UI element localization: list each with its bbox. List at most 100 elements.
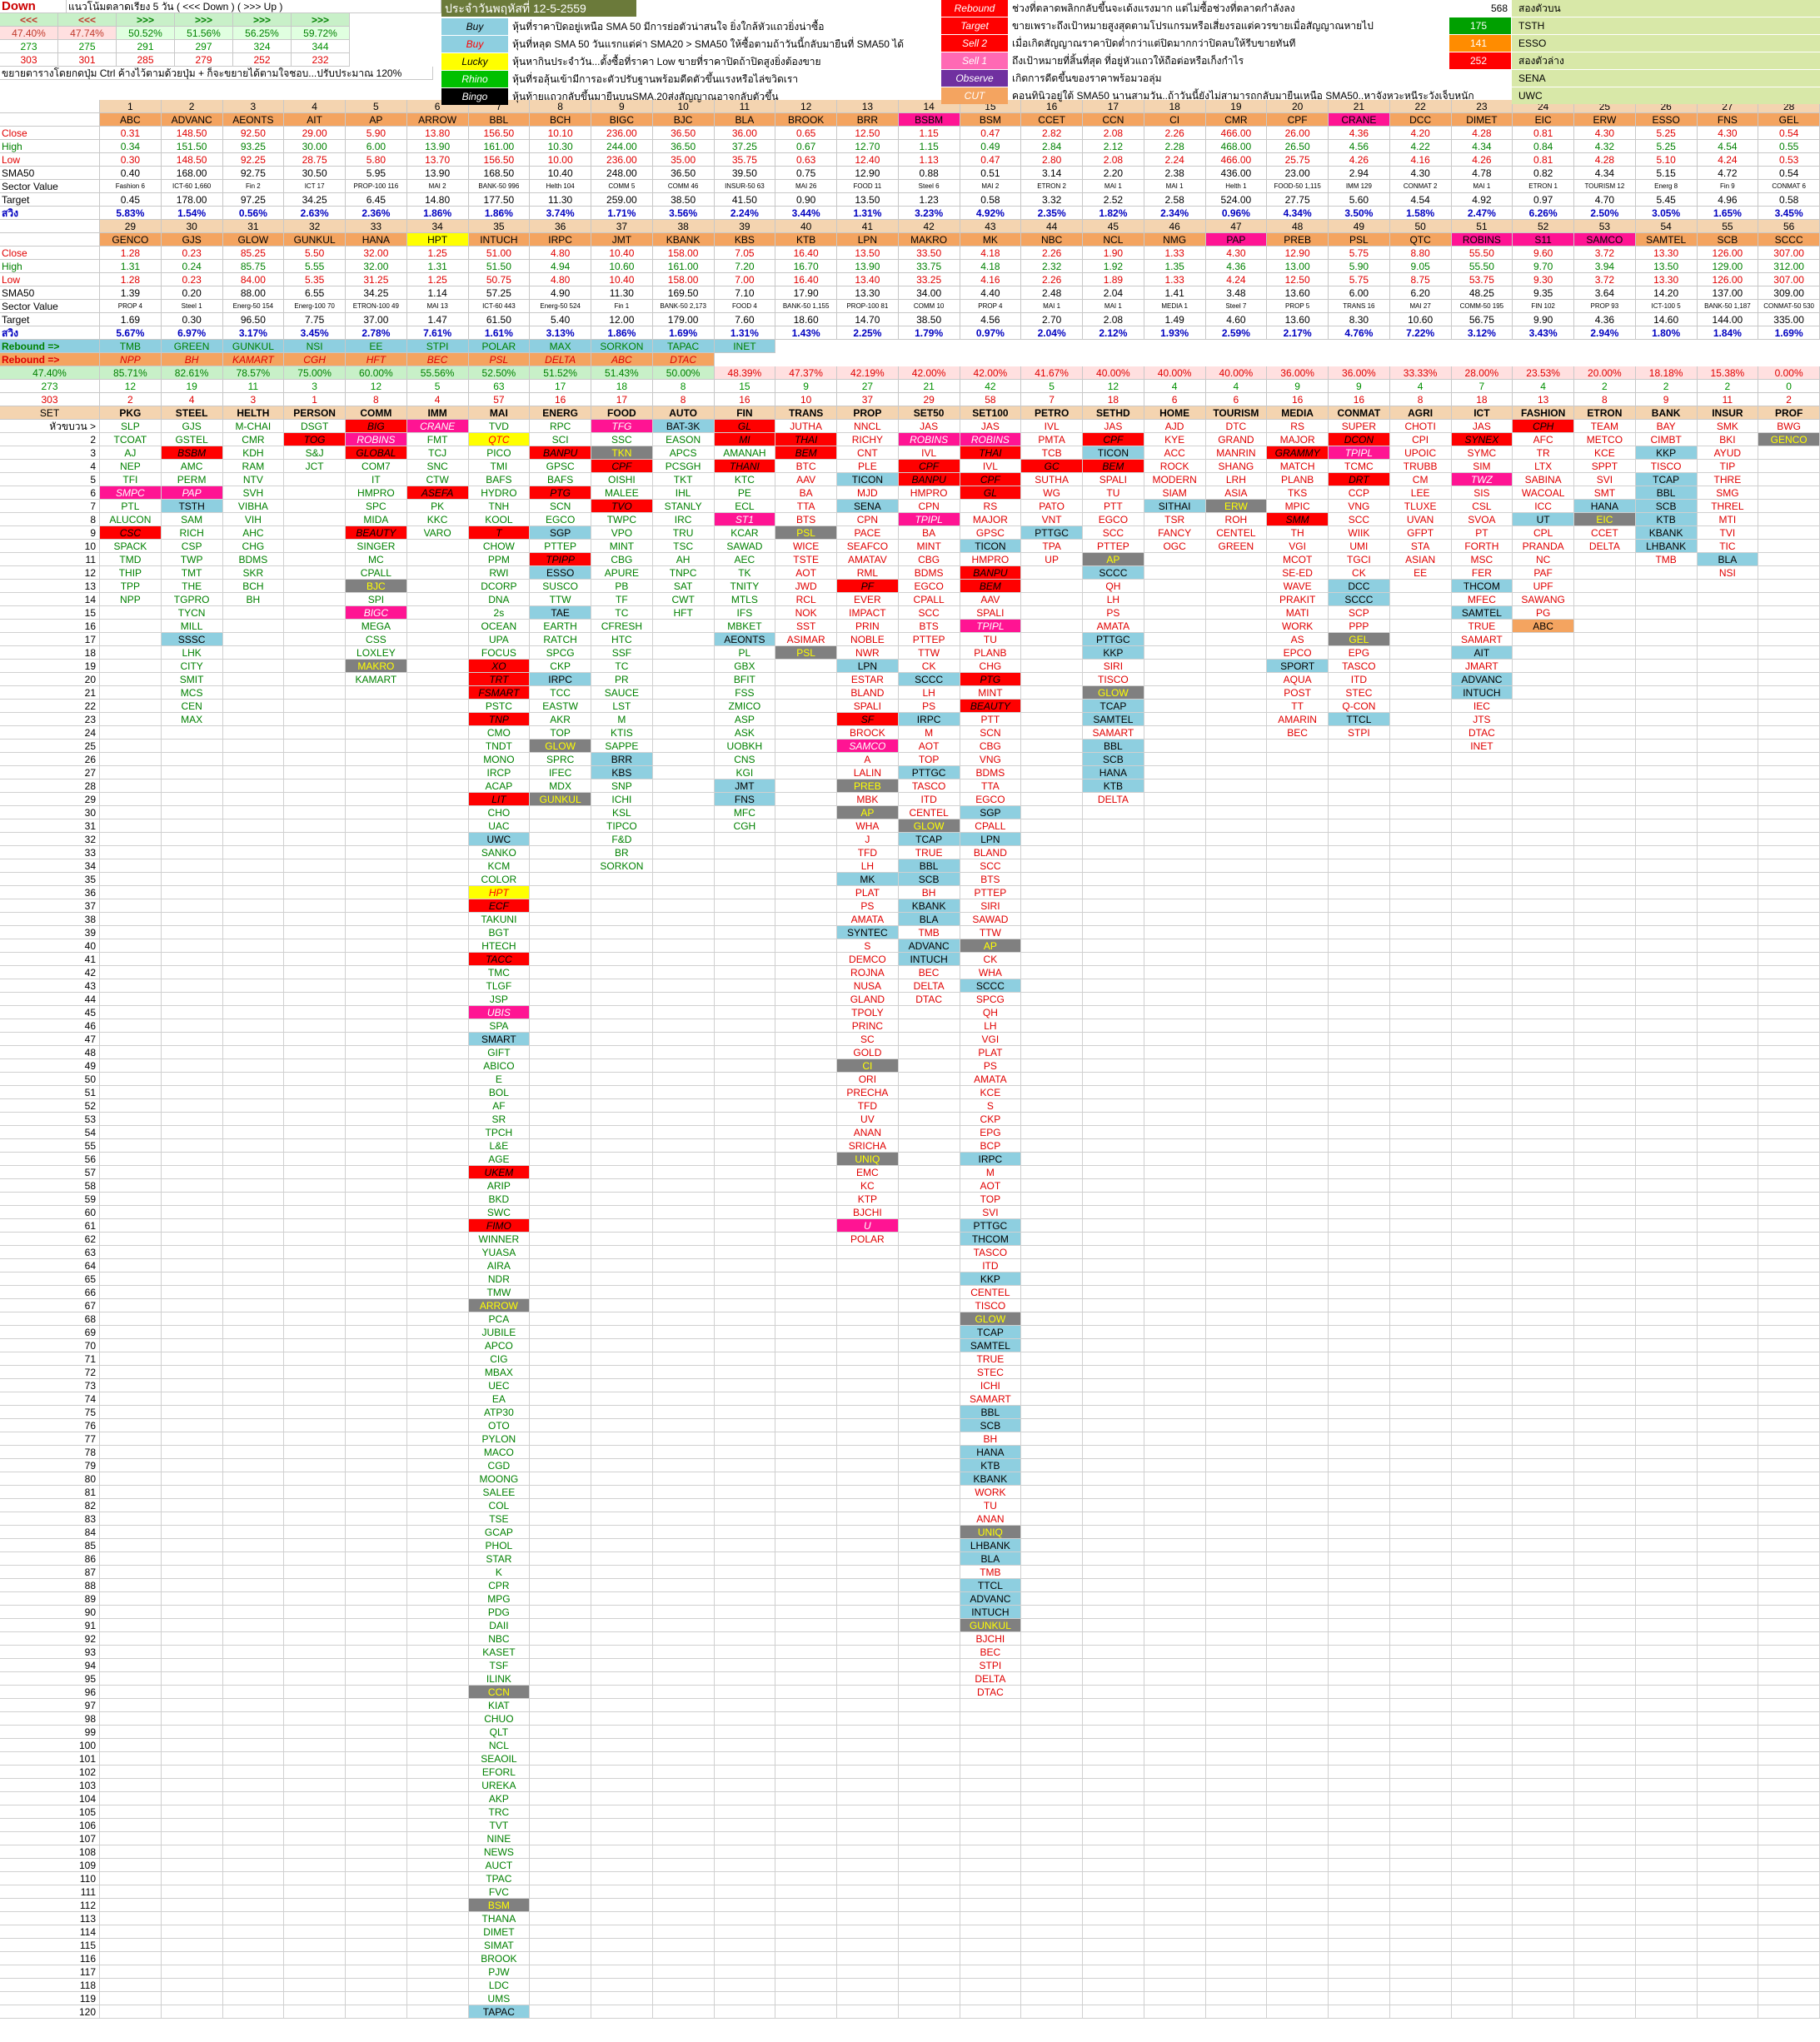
grid-stock-cell[interactable]	[1021, 966, 1083, 979]
grid-stock-cell[interactable]: TPIPL	[1329, 446, 1390, 460]
grid-stock-cell[interactable]	[837, 1273, 899, 1286]
grid-stock-cell[interactable]	[1635, 1606, 1698, 1619]
grid-stock-cell[interactable]	[284, 646, 346, 660]
grid-stock-cell[interactable]: PRECHA	[837, 1086, 899, 1099]
grid-stock-cell[interactable]	[1205, 1659, 1268, 1672]
grid-stock-cell[interactable]: PT	[1451, 526, 1513, 540]
grid-stock-cell[interactable]	[100, 700, 162, 713]
grid-stock-cell[interactable]: TVD	[468, 420, 531, 433]
grid-stock-cell[interactable]: HTC	[591, 633, 653, 646]
grid-stock-cell[interactable]	[775, 1073, 837, 1086]
grid-stock-cell[interactable]: STEC	[1329, 686, 1390, 700]
grid-stock-cell[interactable]	[1758, 1366, 1820, 1379]
grid-stock-cell[interactable]	[1205, 1779, 1268, 1792]
trend-up-count[interactable]: 297	[175, 40, 233, 53]
grid-stock-cell[interactable]	[898, 1046, 960, 1059]
grid-stock-cell[interactable]	[1329, 846, 1390, 859]
grid-stock-cell[interactable]: PSTC	[468, 700, 531, 713]
grid-stock-cell[interactable]	[775, 1805, 837, 1819]
grid-stock-cell[interactable]	[161, 1113, 223, 1126]
grid-stock-cell[interactable]	[1574, 1432, 1636, 1446]
grid-stock-cell[interactable]	[652, 899, 715, 913]
grid-stock-cell[interactable]	[346, 966, 407, 979]
grid-stock-cell[interactable]: HANA	[1574, 500, 1636, 513]
sector-name[interactable]: SETHD	[1083, 406, 1144, 420]
grid-stock-cell[interactable]	[1329, 2005, 1390, 2019]
grid-stock-cell[interactable]	[1758, 1193, 1820, 1206]
sector-up[interactable]: 9	[1267, 380, 1329, 393]
grid-stock-cell[interactable]: WACOAL	[1513, 486, 1574, 500]
grid-stock-cell[interactable]	[1267, 1752, 1329, 1766]
grid-stock-cell[interactable]	[1389, 1566, 1452, 1579]
grid-stock-cell[interactable]	[652, 1406, 715, 1419]
row-head[interactable]	[0, 220, 100, 233]
grid-stock-cell[interactable]	[1083, 1206, 1144, 1219]
grid-stock-cell[interactable]	[898, 1552, 960, 1566]
stock-high[interactable]: 55.50	[1451, 260, 1513, 273]
grid-stock-cell[interactable]	[1144, 1432, 1206, 1446]
grid-stock-cell[interactable]	[652, 1352, 715, 1366]
grid-stock-cell[interactable]	[346, 1552, 407, 1566]
grid-stock-cell[interactable]: KKP	[1083, 646, 1144, 660]
grid-stock-cell[interactable]: JMT	[714, 779, 776, 793]
grid-stock-cell[interactable]	[1451, 926, 1513, 939]
grid-stock-cell[interactable]	[161, 766, 223, 779]
grid-stock-cell[interactable]	[1205, 1699, 1268, 1712]
stock-symbol[interactable]: ARROW	[406, 113, 469, 127]
grid-stock-cell[interactable]	[898, 1646, 960, 1659]
grid-stock-cell[interactable]	[1267, 1046, 1329, 1059]
grid-stock-cell[interactable]	[161, 1952, 223, 1965]
sector-up[interactable]: 4	[1389, 380, 1452, 393]
grid-stock-cell[interactable]	[1021, 1899, 1083, 1912]
grid-stock-cell[interactable]	[1205, 1339, 1268, 1352]
grid-stock-cell[interactable]: APCS	[652, 446, 715, 460]
stock-high[interactable]: 4.54	[1697, 140, 1759, 153]
stock-pct[interactable]: 2.25%	[837, 326, 899, 340]
grid-stock-cell[interactable]	[1144, 593, 1206, 606]
grid-stock-cell[interactable]	[1083, 1219, 1144, 1233]
grid-stock-cell[interactable]: CGH	[714, 819, 776, 833]
grid-stock-cell[interactable]	[1758, 1486, 1820, 1499]
grid-stock-cell[interactable]	[406, 1086, 469, 1099]
grid-stock-cell[interactable]	[1205, 1526, 1268, 1539]
grid-stock-cell[interactable]: ACC	[1144, 446, 1206, 460]
grid-stock-cell[interactable]	[530, 899, 591, 913]
trend-arrow[interactable]: <<<	[0, 13, 58, 27]
grid-stock-cell[interactable]	[1758, 646, 1820, 660]
grid-stock-cell[interactable]	[652, 1592, 715, 1606]
grid-stock-cell[interactable]	[1574, 1179, 1636, 1193]
grid-stock-cell[interactable]	[406, 1726, 469, 1739]
grid-stock-cell[interactable]	[161, 1033, 223, 1046]
grid-stock-cell[interactable]	[530, 1566, 591, 1579]
grid-stock-cell[interactable]: GUNKUL	[960, 1619, 1022, 1632]
grid-stock-cell[interactable]	[591, 1646, 653, 1659]
grid-stock-cell[interactable]	[837, 1539, 899, 1552]
grid-stock-cell[interactable]	[775, 1326, 837, 1339]
grid-stock-cell[interactable]	[1083, 1286, 1144, 1299]
grid-stock-cell[interactable]	[406, 819, 469, 833]
grid-stock-cell[interactable]: NWR	[837, 646, 899, 660]
grid-stock-cell[interactable]: PRINC	[837, 1019, 899, 1033]
grid-stock-cell[interactable]	[591, 1006, 653, 1019]
grid-stock-cell[interactable]	[1329, 859, 1390, 873]
stock-sma[interactable]: 13.30	[837, 286, 899, 300]
grid-stock-cell[interactable]	[1205, 1006, 1268, 1019]
grid-stock-cell[interactable]	[1635, 1632, 1698, 1646]
grid-stock-cell[interactable]	[837, 1939, 899, 1952]
grid-stock-cell[interactable]	[530, 1366, 591, 1379]
grid-stock-cell[interactable]	[161, 1659, 223, 1672]
grid-stock-cell[interactable]	[898, 1712, 960, 1726]
grid-stock-cell[interactable]	[1758, 1153, 1820, 1166]
stock-sector[interactable]: CONMAT-50 530	[1758, 300, 1820, 313]
grid-stock-cell[interactable]	[346, 1845, 407, 1859]
stock-sector[interactable]: Steel 6	[898, 180, 960, 193]
grid-stock-cell[interactable]: MJD	[837, 486, 899, 500]
grid-stock-cell[interactable]	[100, 1512, 162, 1526]
grid-stock-cell[interactable]: PLANB	[960, 646, 1022, 660]
grid-stock-cell[interactable]	[1205, 1059, 1268, 1073]
grid-stock-cell[interactable]	[1083, 1406, 1144, 1419]
grid-stock-cell[interactable]	[222, 1392, 285, 1406]
grid-stock-cell[interactable]	[1021, 753, 1083, 766]
grid-stock-cell[interactable]	[1513, 1073, 1574, 1086]
grid-stock-cell[interactable]	[1513, 1805, 1574, 1819]
